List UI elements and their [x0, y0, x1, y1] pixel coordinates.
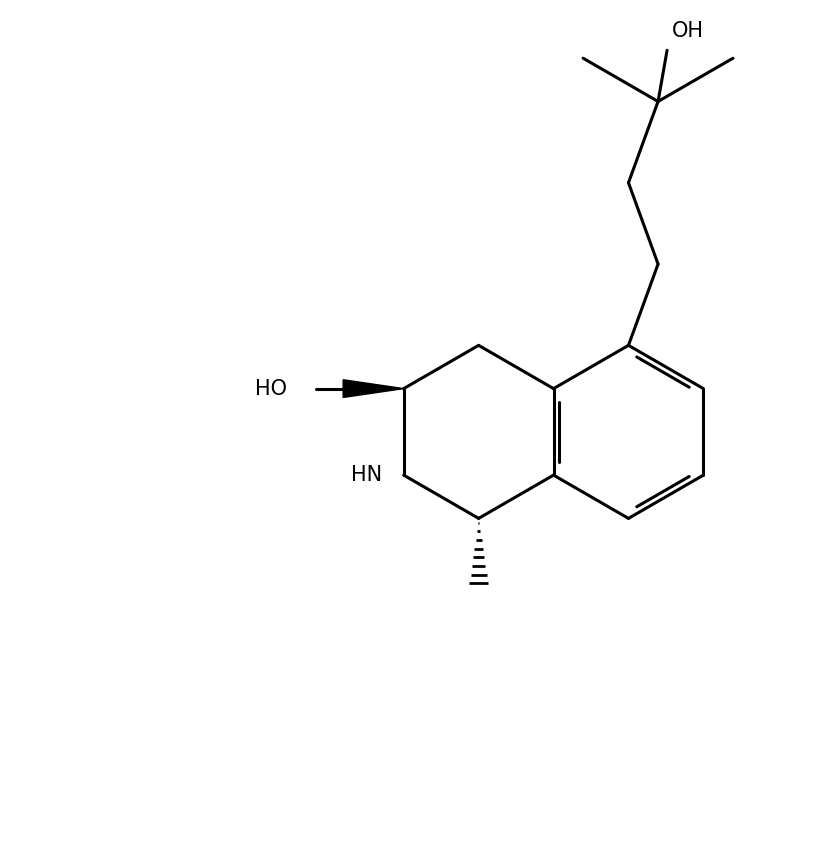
Text: HO: HO — [255, 378, 287, 399]
Text: OH: OH — [672, 20, 704, 41]
Text: HN: HN — [351, 465, 382, 485]
Polygon shape — [343, 380, 404, 398]
